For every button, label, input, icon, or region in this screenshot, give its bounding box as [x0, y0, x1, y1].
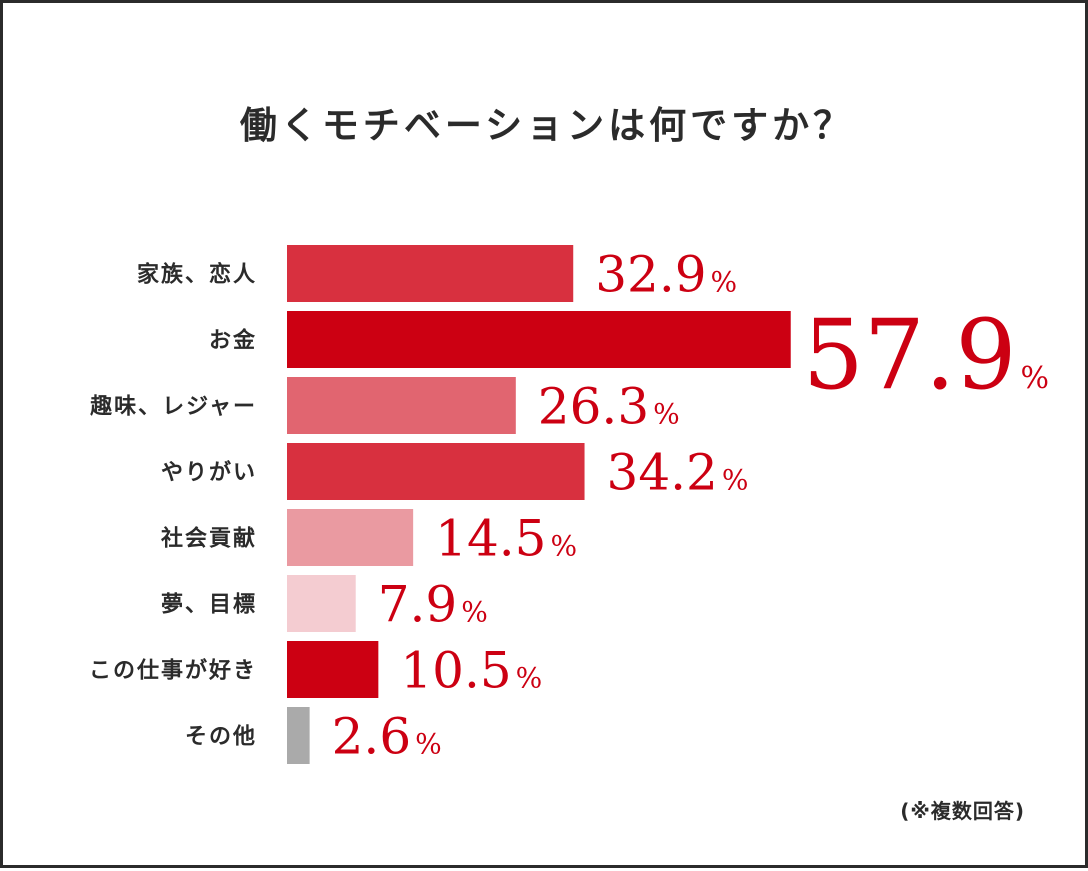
category-label: 家族、恋人	[137, 262, 257, 288]
value-label: 2.6%	[332, 708, 442, 766]
bar	[287, 311, 791, 368]
category-label: やりがい	[161, 460, 257, 486]
value-label: 7.9%	[378, 576, 488, 634]
value-label: 57.9%	[803, 299, 1049, 411]
category-label: お金	[209, 328, 257, 354]
category-label: 社会貢献	[161, 526, 257, 552]
bar	[287, 575, 356, 632]
value-label: 14.5%	[435, 510, 577, 568]
bar	[287, 641, 379, 698]
bar	[287, 443, 585, 500]
bar	[287, 509, 414, 566]
footnote: (※複数回答)	[900, 799, 1025, 823]
value-label: 32.9%	[595, 246, 737, 304]
chart-title: 働くモチベーションは何ですか？	[239, 104, 855, 147]
bar-chart: 家族、恋人 32.9 % お金 57.9 % 趣味、レジャー 26.3 % やりがい 34.2 % 社会…	[89, 245, 1049, 766]
bar	[287, 707, 310, 764]
category-label: 趣味、レジャー	[89, 394, 257, 420]
category-label: この仕事が好き	[89, 658, 257, 684]
bar	[287, 245, 574, 302]
category-label: 夢、目標	[161, 593, 257, 618]
category-label: その他	[185, 725, 257, 750]
value-label: 26.3%	[538, 378, 680, 436]
value-label: 10.5%	[400, 642, 542, 700]
value-label: 34.2%	[607, 444, 749, 502]
bar	[287, 377, 516, 434]
